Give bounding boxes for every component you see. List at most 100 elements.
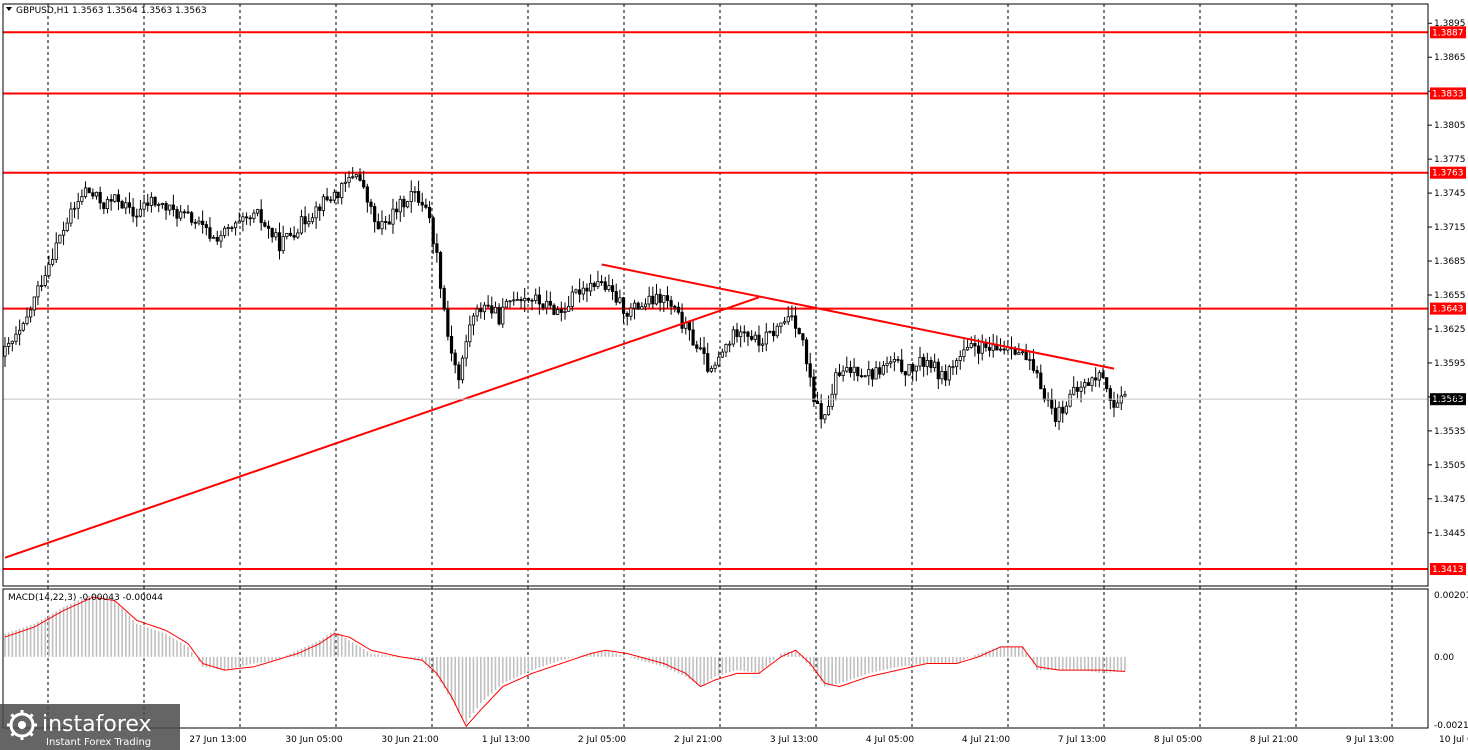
y-tick-label: 1.3655 bbox=[1434, 291, 1466, 301]
candle bbox=[270, 227, 274, 243]
candle-body bbox=[512, 299, 516, 302]
candle-body bbox=[940, 371, 944, 380]
candle bbox=[230, 225, 234, 233]
candle-body bbox=[673, 305, 677, 308]
candle bbox=[545, 290, 549, 315]
x-tick-label: 30 Jun 05:00 bbox=[285, 735, 342, 745]
instaforex-logo: instaforex Instant Forex Trading bbox=[0, 704, 180, 750]
candle bbox=[468, 315, 472, 347]
candle-body bbox=[54, 242, 58, 260]
candle bbox=[343, 173, 347, 192]
candle-body bbox=[750, 336, 754, 340]
candle-body bbox=[757, 334, 761, 346]
candle-body bbox=[72, 207, 77, 210]
candle-body bbox=[83, 187, 88, 197]
candle-body bbox=[1086, 382, 1090, 386]
candle bbox=[724, 343, 728, 358]
candle bbox=[193, 219, 197, 229]
candle bbox=[680, 303, 684, 334]
candle bbox=[212, 234, 216, 239]
candle-body bbox=[632, 302, 637, 309]
candle-body bbox=[40, 285, 44, 287]
level-label: 1.3833 bbox=[1432, 89, 1464, 99]
candle bbox=[559, 301, 563, 322]
candle-body bbox=[570, 291, 574, 307]
candle bbox=[1061, 400, 1065, 423]
candle bbox=[201, 210, 205, 234]
trendlines[interactable] bbox=[4, 263, 1115, 559]
candle-body bbox=[933, 361, 937, 369]
candle bbox=[1039, 364, 1043, 390]
y-tick-label: 1.3475 bbox=[1434, 495, 1466, 505]
candle-body bbox=[325, 196, 329, 201]
candle-body bbox=[925, 360, 929, 367]
candle-body bbox=[87, 187, 91, 194]
candle-body bbox=[541, 303, 545, 309]
level-label: 1.3643 bbox=[1432, 305, 1464, 315]
candle-body bbox=[991, 344, 995, 351]
candle bbox=[757, 325, 761, 353]
candle-body bbox=[7, 343, 11, 347]
candle-body bbox=[870, 369, 875, 380]
candle-body bbox=[1079, 386, 1083, 392]
candle-body bbox=[728, 343, 732, 346]
candle-body bbox=[468, 324, 472, 343]
candle bbox=[146, 193, 150, 212]
candle bbox=[739, 325, 743, 348]
candle-body bbox=[1024, 351, 1028, 361]
candle-body bbox=[153, 196, 157, 206]
y-tick-label: 1.3685 bbox=[1434, 257, 1466, 267]
trendline-resistance[interactable] bbox=[601, 263, 1115, 370]
candle-body bbox=[43, 275, 47, 286]
candle-body bbox=[501, 306, 505, 325]
candle-body bbox=[599, 281, 604, 284]
candle-body bbox=[263, 222, 267, 227]
candle bbox=[830, 383, 834, 411]
candle-body bbox=[259, 209, 263, 224]
level-label-bg bbox=[1430, 26, 1466, 39]
candle bbox=[424, 198, 428, 210]
candle bbox=[881, 360, 886, 376]
candle bbox=[98, 186, 102, 210]
candle-body bbox=[548, 300, 552, 306]
candle bbox=[874, 360, 878, 380]
candle bbox=[263, 219, 267, 228]
candle-body bbox=[709, 367, 713, 372]
candle bbox=[171, 194, 175, 217]
axes: 27 Jun 13:00 30 Jun 05:00 30 Jun 21:00 1 Ju… bbox=[2, 3, 1468, 745]
candle bbox=[296, 228, 300, 240]
candle-body bbox=[321, 196, 326, 211]
candle bbox=[204, 220, 208, 236]
candle-body bbox=[563, 310, 567, 313]
candle-body bbox=[610, 285, 615, 292]
candle bbox=[248, 215, 252, 226]
candle-body bbox=[21, 323, 25, 331]
candle bbox=[973, 334, 977, 357]
candle-body bbox=[252, 212, 256, 219]
candle-body bbox=[1002, 348, 1006, 351]
candle-body bbox=[640, 306, 644, 310]
macd-y-tick-label: 0.00201 bbox=[1434, 591, 1468, 601]
logo-name: instaforex bbox=[42, 712, 152, 737]
candle bbox=[76, 192, 80, 220]
candle-body bbox=[299, 216, 304, 234]
candle-body bbox=[303, 216, 307, 225]
candle-body bbox=[636, 302, 640, 310]
candle bbox=[878, 361, 882, 379]
candle bbox=[717, 351, 721, 368]
candle bbox=[464, 334, 468, 367]
candle bbox=[640, 302, 644, 310]
candle bbox=[552, 303, 556, 316]
candle-body bbox=[277, 232, 282, 252]
candle bbox=[1057, 401, 1061, 431]
level-lines[interactable] bbox=[3, 31, 1428, 571]
candle bbox=[14, 326, 18, 345]
dropdown-triangle-icon[interactable] bbox=[6, 7, 12, 11]
candle bbox=[274, 228, 278, 241]
candle bbox=[102, 201, 106, 214]
trendline-support[interactable] bbox=[4, 296, 760, 559]
candle-body bbox=[1068, 393, 1072, 407]
candle-body bbox=[936, 361, 940, 380]
candle bbox=[1105, 377, 1109, 393]
